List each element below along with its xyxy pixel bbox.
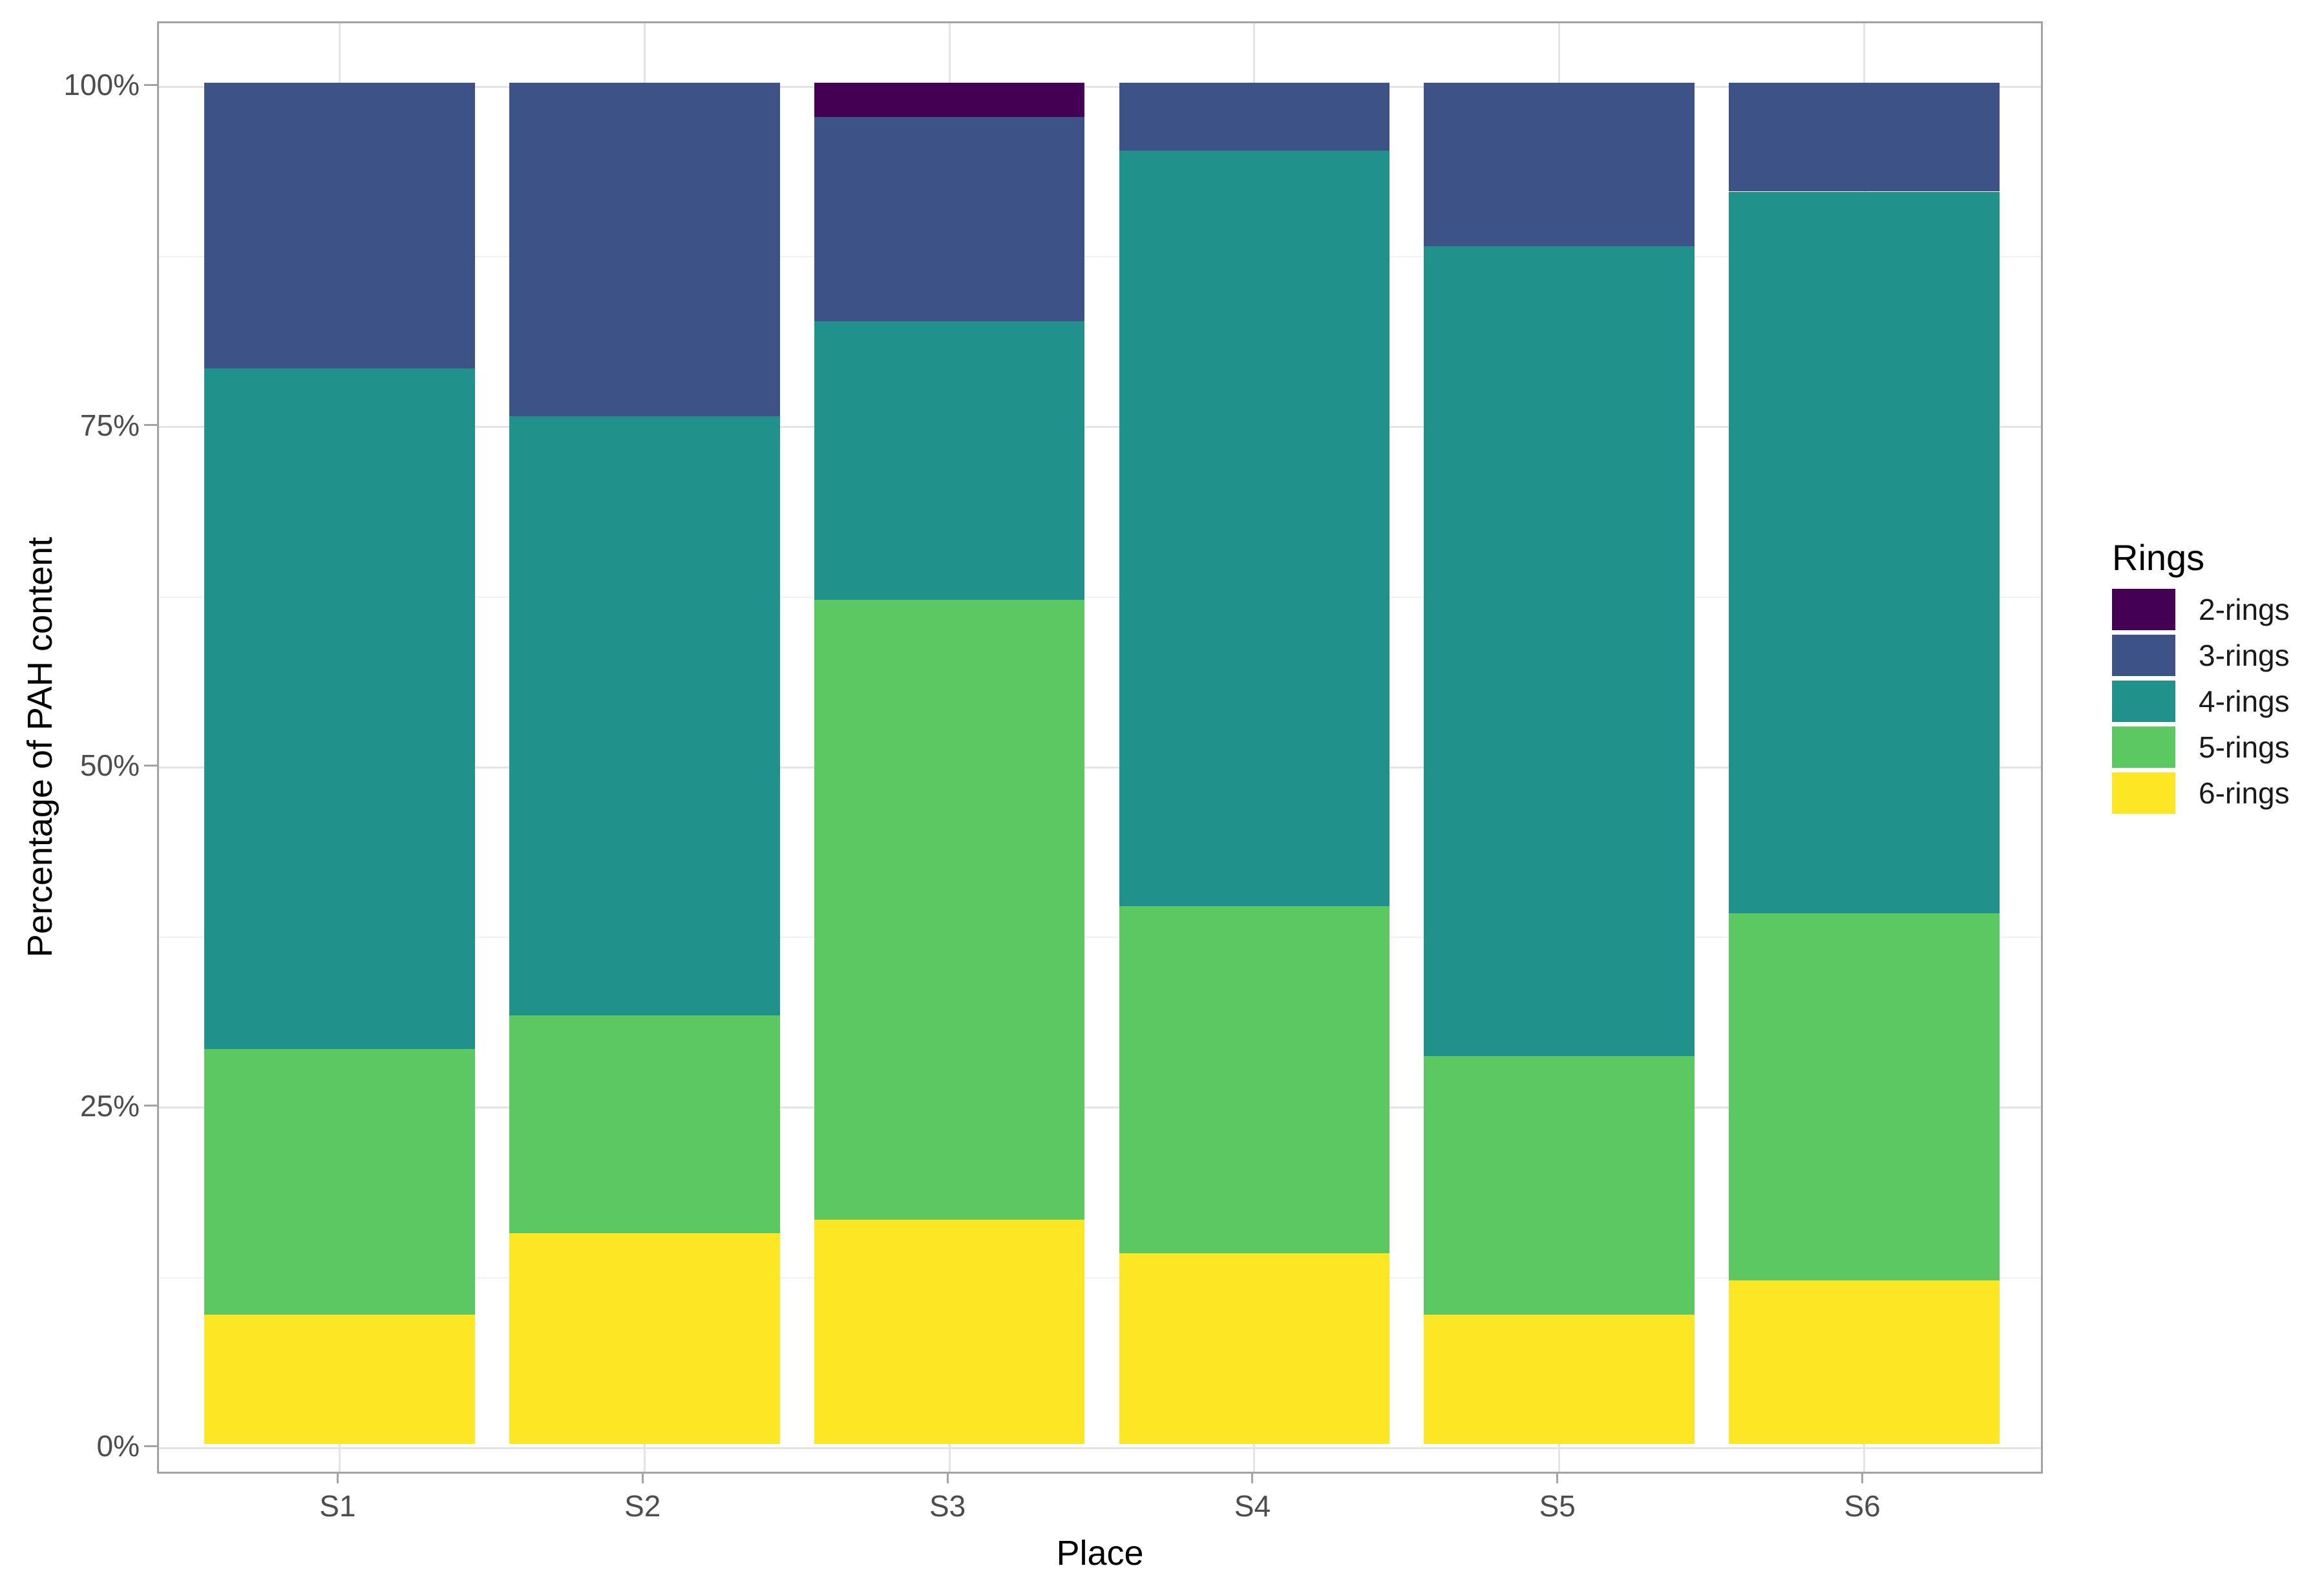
gridline-minor xyxy=(159,1277,2041,1278)
legend-item: 4-rings xyxy=(2112,681,2290,722)
y-tick-label: 50% xyxy=(79,748,140,782)
gridline-minor xyxy=(159,256,2041,258)
bar-S2 xyxy=(509,83,780,1444)
gridline-major xyxy=(159,85,2041,88)
plot-panel xyxy=(157,21,2043,1474)
legend-items: 2-rings 3-rings 4-rings 5-rings 6-rings xyxy=(2112,589,2290,814)
x-tick-label: S3 xyxy=(929,1489,966,1523)
legend: Rings 2-rings 3-rings 4-rings 5-rings 6-ring… xyxy=(2112,536,2290,818)
bar-S5 xyxy=(1424,83,1695,1444)
bar-segment-4-rings xyxy=(204,368,475,1050)
bar-segment-6-rings xyxy=(1119,1253,1390,1444)
bar-segment-4-rings xyxy=(509,416,780,1015)
bar-segment-5-rings xyxy=(1729,913,2000,1281)
bar-S3 xyxy=(814,83,1085,1444)
bar-segment-3-rings xyxy=(1424,83,1695,246)
legend-item: 6-rings xyxy=(2112,772,2290,814)
x-tick xyxy=(946,1474,949,1483)
y-tick xyxy=(144,1445,157,1447)
x-tick-label: S5 xyxy=(1539,1489,1576,1523)
bar-segment-3-rings xyxy=(509,83,780,416)
legend-swatch-5-rings xyxy=(2112,726,2175,768)
bars-area xyxy=(159,23,2041,1472)
y-tick-label: 25% xyxy=(79,1088,140,1123)
legend-swatch-3-rings xyxy=(2112,635,2175,676)
bar-segment-5-rings xyxy=(814,600,1085,1220)
bar-segment-5-rings xyxy=(204,1049,475,1315)
x-tick-label: S4 xyxy=(1234,1489,1271,1523)
bar-segment-3-rings xyxy=(814,116,1085,321)
bar-segment-5-rings xyxy=(509,1015,780,1233)
bar-segment-6-rings xyxy=(814,1219,1085,1444)
legend-label: 2-rings xyxy=(2199,593,2290,626)
bar-segment-3-rings xyxy=(1119,83,1390,151)
x-tick-label: S6 xyxy=(1844,1489,1881,1523)
bar-segment-4-rings xyxy=(814,321,1085,600)
legend-label: 6-rings xyxy=(2199,776,2290,810)
y-tick xyxy=(144,83,157,86)
x-tick-label: S1 xyxy=(319,1489,356,1523)
gridline-minor xyxy=(159,937,2041,938)
gridline-major xyxy=(159,1107,2041,1108)
x-tick xyxy=(1556,1474,1559,1483)
legend-swatch-4-rings xyxy=(2112,681,2175,722)
bar-S6 xyxy=(1729,83,2000,1444)
bar-segment-2-rings xyxy=(814,83,1085,117)
x-axis-title: Place xyxy=(1056,1534,1144,1573)
bar-segment-6-rings xyxy=(509,1233,780,1444)
y-tick-label: 100% xyxy=(63,68,140,101)
legend-label: 4-rings xyxy=(2199,684,2290,718)
gridline-major xyxy=(159,1447,2041,1449)
bar-segment-6-rings xyxy=(1729,1280,2000,1444)
x-tick xyxy=(336,1474,339,1483)
legend-item: 2-rings xyxy=(2112,589,2290,630)
bar-segment-5-rings xyxy=(1424,1055,1695,1315)
x-tick-label: S2 xyxy=(624,1489,661,1523)
gridline-major xyxy=(159,766,2041,768)
gridline-minor xyxy=(159,596,2041,598)
bar-segment-3-rings xyxy=(204,83,475,369)
y-tick xyxy=(144,764,157,767)
legend-item: 5-rings xyxy=(2112,726,2290,768)
x-tick xyxy=(1861,1474,1864,1483)
legend-label: 5-rings xyxy=(2199,730,2290,764)
legend-item: 3-rings xyxy=(2112,635,2290,676)
bar-segment-6-rings xyxy=(1424,1314,1695,1444)
bar-segment-4-rings xyxy=(1424,246,1695,1056)
x-tick xyxy=(1251,1474,1254,1483)
y-tick-label: 75% xyxy=(79,408,140,442)
bar-segment-5-rings xyxy=(1119,906,1390,1254)
y-axis-title: Percentage of PAH content xyxy=(21,536,59,958)
y-tick xyxy=(144,1105,157,1107)
legend-swatch-6-rings xyxy=(2112,772,2175,814)
gridline-major xyxy=(159,426,2041,428)
bar-segment-4-rings xyxy=(1119,151,1390,907)
y-tick xyxy=(144,424,157,426)
legend-label: 3-rings xyxy=(2199,639,2290,672)
legend-swatch-2-rings xyxy=(2112,589,2175,630)
bar-segment-3-rings xyxy=(1729,83,2000,192)
bar-segment-4-rings xyxy=(1729,191,2000,913)
bar-segment-6-rings xyxy=(204,1314,475,1444)
legend-title: Rings xyxy=(2112,537,2205,578)
bar-S4 xyxy=(1119,83,1390,1444)
bar-S1 xyxy=(204,83,475,1444)
x-tick xyxy=(641,1474,644,1483)
y-tick-label: 0% xyxy=(96,1429,140,1463)
